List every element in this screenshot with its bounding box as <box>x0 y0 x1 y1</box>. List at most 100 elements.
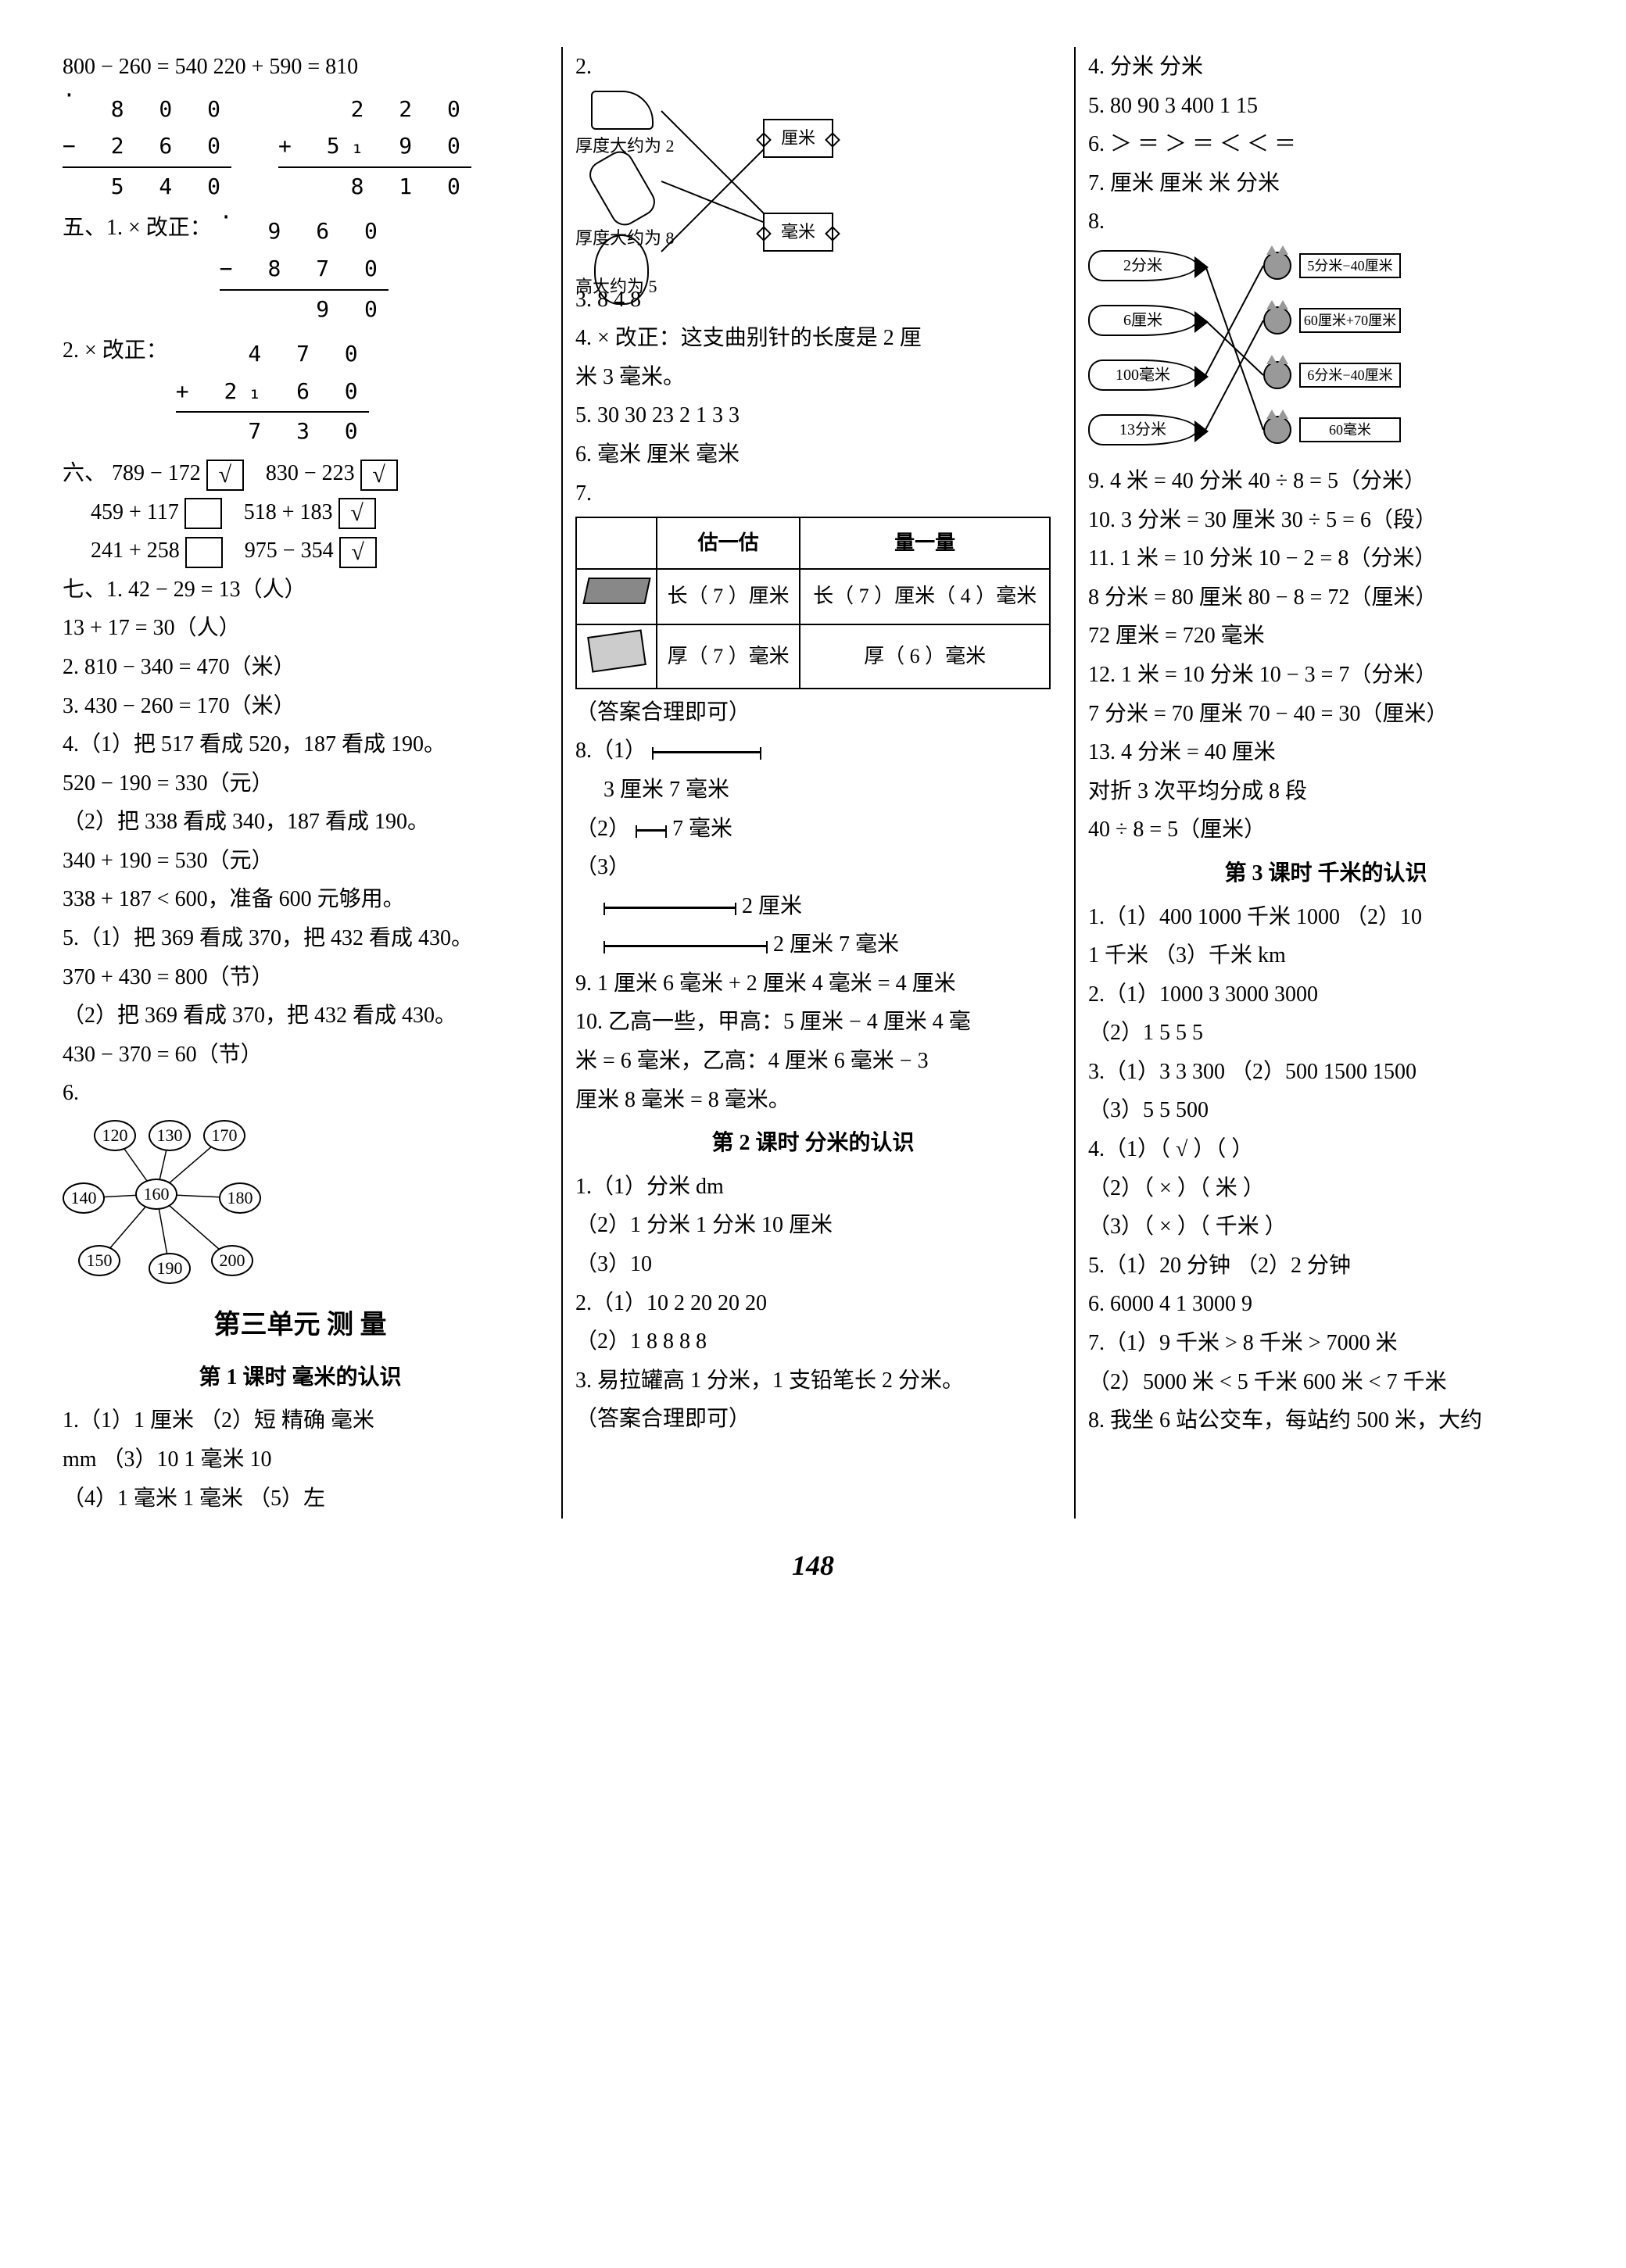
q7-note: （答案合理即可） <box>575 694 1051 732</box>
checkbox: √ <box>339 537 377 568</box>
vmath-4: 4 7 0 + 2₁ 6 0 7 3 0 <box>176 335 369 450</box>
text-line: 4.（1）把 517 看成 520，187 看成 190。 <box>63 726 538 764</box>
cell: 厚（ 6 ）毫米 <box>800 624 1050 689</box>
q9: 9. 1 厘米 6 毫米 + 2 厘米 4 毫米 = 4 厘米 <box>575 965 1051 1003</box>
seven-block: 七、1. 42 − 29 = 13（人） 13 + 17 = 30（人）2. 8… <box>63 571 538 1074</box>
fish-cat-diagram: 2分米 6厘米 100毫米 13分米 5分米−40厘米 60厘米+70厘米 6分米−40厘米… <box>1088 242 1401 461</box>
q10b: 米 = 6 毫米，乙高：4 厘米 6 毫米 − 3 <box>575 1043 1051 1080</box>
text-line: 8. 我坐 6 站公交车，每站约 500 米，大约 <box>1088 1402 1563 1440</box>
eq: 800 − 260 = 540 220 + 590 = 810 <box>63 48 538 86</box>
segment-icon <box>636 829 667 832</box>
answer-box: 60厘米+70厘米 <box>1299 308 1401 333</box>
text-line: 2. 810 − 340 = 470（米） <box>63 649 538 686</box>
cat-icon <box>1263 361 1291 389</box>
q10c: 厘米 8 毫米 = 8 毫米。 <box>575 1082 1051 1119</box>
text-line: 7 分米 = 70 厘米 70 − 40 = 30（厘米） <box>1088 696 1563 733</box>
text-line: 338 + 187 < 600，准备 600 元够用。 <box>63 881 538 918</box>
q8-2v: 7 毫米 <box>672 817 732 841</box>
q8-3b: 2 厘米 7 毫米 <box>773 932 899 957</box>
text-line: 3. 430 − 260 = 170（米） <box>63 688 538 725</box>
spider-diagram: 160120130170140180150190200 <box>63 1120 266 1292</box>
fish-label: 13分米 <box>1088 414 1198 445</box>
spider-node: 200 <box>211 1245 253 1276</box>
eraser-icon <box>582 578 650 604</box>
q8-3: （3） <box>575 849 1051 886</box>
checkbox: √ <box>206 460 244 491</box>
text-line: 1.（1）1 厘米 （2）短 精确 毫米 <box>63 1402 538 1440</box>
cell: 厚（ 7 ）毫米 <box>657 624 800 689</box>
text-line: 430 − 370 = 60（节） <box>63 1036 538 1074</box>
q8-3a: 2 厘米 <box>742 894 802 918</box>
text-line: 1.（1）分米 dm <box>575 1168 1051 1206</box>
six-item: 975 − 354 <box>245 538 334 563</box>
text-line: （3）10 <box>575 1246 1051 1283</box>
fish-label: 6厘米 <box>1088 305 1198 336</box>
six-item: 789 − 172 <box>112 461 201 485</box>
text-line: 5. 80 90 3 400 1 15 <box>1088 88 1563 125</box>
vmath-1: 8 0 0 − 2 6 0 5 4 0 <box>63 91 231 206</box>
book-icon <box>587 629 646 672</box>
text-line: （2）5000 米 < 5 千米 600 米 < 7 千米 <box>1088 1364 1563 1401</box>
segment-icon <box>603 945 768 947</box>
six-item: 830 − 223 <box>266 461 355 485</box>
spider-node: 130 <box>149 1120 191 1151</box>
text-line: 5.（1）20 分钟 （2）2 分钟 <box>1088 1247 1563 1285</box>
text-line: 5.（1）把 369 看成 370，把 432 看成 430。 <box>63 920 538 957</box>
col3-top: 4. 分米 分米5. 80 90 3 400 1 156. ＞ ＝ ＞ ＝ ＜ … <box>1088 48 1563 202</box>
text-line: 2.（1）10 2 20 20 20 <box>575 1285 1051 1322</box>
checkbox: √ <box>360 460 398 491</box>
text-line: mm （3）10 1 毫米 10 <box>63 1441 538 1479</box>
lesson2-title: 第 2 课时 分米的认识 <box>575 1125 1051 1162</box>
text-line: 7.（1）9 千米 > 8 千米 > 7000 米 <box>1088 1325 1563 1362</box>
text-line: （2）把 369 看成 370，把 432 看成 430。 <box>63 997 538 1035</box>
cat-icon <box>1263 306 1291 334</box>
text-line: 340 + 190 = 530（元） <box>63 842 538 880</box>
text-line: （3）（ × ）（ 千米 ） <box>1088 1208 1563 1246</box>
checkbox <box>184 498 222 529</box>
cell: 长（ 7 ）厘米 <box>657 569 800 624</box>
q8-label: 8. <box>1088 203 1563 241</box>
text-line: （3）5 5 500 <box>1088 1092 1563 1129</box>
six-item: 241 + 258 <box>91 538 180 563</box>
page-number: 148 <box>63 1542 1563 1590</box>
fish-label: 2分米 <box>1088 250 1198 281</box>
text-line: 7. 厘米 厘米 米 分米 <box>1088 165 1563 202</box>
text-line: 3.（1）3 3 300 （2）500 1500 1500 <box>1088 1054 1563 1091</box>
vmath-3: 9 6 0 − 8 7 0 9 0 <box>220 213 389 327</box>
lesson1-lines: 1.（1）1 厘米 （2）短 精确 毫米 mm （3）10 1 毫米 10（4）… <box>63 1402 538 1517</box>
q7-table: 估一估量一量 长（ 7 ）厘米 长（ 7 ）厘米（ 4 ）毫米 厚（ 7 ）毫米… <box>575 517 1051 689</box>
answer-box: 6分米−40厘米 <box>1299 363 1401 388</box>
spider-node: 180 <box>219 1182 261 1214</box>
q7-label: 7. <box>575 475 1051 513</box>
lesson3-title: 第 3 课时 千米的认识 <box>1088 855 1563 893</box>
text-line: 1 千米 （3）千米 km <box>1088 937 1563 975</box>
text-line: 72 厘米 = 720 毫米 <box>1088 617 1563 655</box>
unit3-title: 第三单元 测 量 <box>63 1303 538 1348</box>
fish-label: 100毫米 <box>1088 360 1198 391</box>
six-item: 518 + 183 <box>244 500 333 524</box>
column-1: 800 − 260 = 540 220 + 590 = 810 8 0 0 − … <box>63 47 538 1519</box>
q8-1v: 3 厘米 7 毫米 <box>575 771 1051 809</box>
unit-burst: 毫米 <box>763 213 833 252</box>
answer-box: 60毫米 <box>1299 417 1401 442</box>
five-1: 五、1. × 改正： <box>63 209 212 247</box>
spider-node: 150 <box>78 1245 120 1276</box>
text-line: 4. 分米 分米 <box>1088 48 1563 86</box>
spider-node: 120 <box>94 1120 136 1151</box>
text-line: （2）1 8 8 8 8 <box>575 1323 1051 1361</box>
spider-node: 190 <box>149 1253 191 1284</box>
q2-diagram: 厚度大约为 2 厚度大约为 8 高大约为 5 厘米 毫米 <box>575 88 857 275</box>
text-line: （4）1 毫米 1 毫米 （5）左 <box>63 1480 538 1518</box>
answer-box: 5分米−40厘米 <box>1299 253 1401 278</box>
lesson3-lines: 1.（1）400 1000 千米 1000 （2）10 1 千米 （3）千米 k… <box>1088 899 1563 1440</box>
six-item: 459 + 117 <box>91 500 179 524</box>
segment-icon <box>652 751 761 753</box>
text-line: 1.（1）400 1000 千米 1000 （2）10 <box>1088 899 1563 936</box>
spider-node: 170 <box>203 1120 245 1151</box>
unit-burst: 厘米 <box>763 119 833 158</box>
cat-icon <box>1263 416 1291 444</box>
q4a: 4. × 改正：这支曲别针的长度是 2 厘 <box>575 320 1051 357</box>
text-line: 2.（1）1000 3 3000 3000 <box>1088 976 1563 1014</box>
text-line: 12. 1 米 = 10 分米 10 − 3 = 7（分米） <box>1088 656 1563 694</box>
q10a: 10. 乙高一些，甲高：5 厘米 − 4 厘米 4 毫 <box>575 1003 1051 1041</box>
